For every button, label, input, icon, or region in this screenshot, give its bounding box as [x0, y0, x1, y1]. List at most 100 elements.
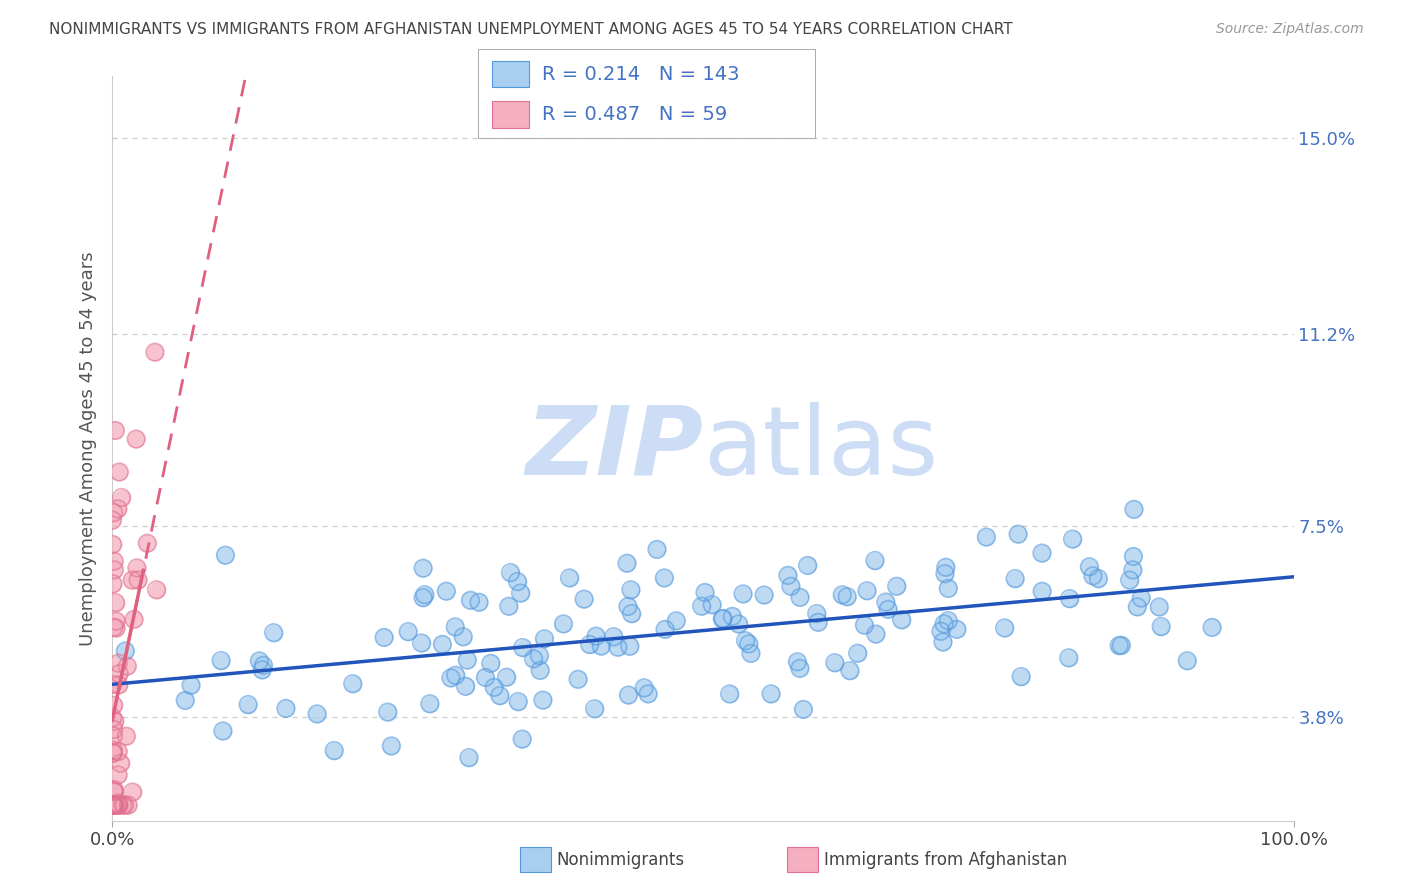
Point	[115, 729, 138, 743]
Point	[174, 693, 197, 707]
Point	[101, 798, 124, 813]
Point	[807, 615, 830, 630]
Point	[617, 599, 640, 614]
Point	[506, 574, 529, 589]
Point	[752, 588, 775, 602]
Point	[125, 432, 148, 446]
Point	[101, 711, 124, 725]
Point	[104, 798, 127, 813]
Point	[863, 553, 886, 567]
Point	[380, 739, 402, 753]
Point	[468, 595, 491, 609]
Point	[474, 670, 496, 684]
Point	[711, 612, 734, 626]
Point	[107, 678, 129, 692]
Point	[853, 618, 876, 632]
Point	[104, 595, 127, 609]
Point	[734, 633, 756, 648]
Point	[103, 784, 125, 798]
Point	[1122, 563, 1144, 577]
Point	[115, 729, 138, 743]
Point	[645, 542, 668, 557]
Point	[807, 615, 830, 630]
Bar	[492, 101, 529, 128]
Point	[101, 513, 124, 527]
Point	[111, 798, 134, 813]
Point	[1201, 620, 1223, 634]
Point	[510, 732, 533, 747]
Point	[1081, 569, 1104, 583]
Point	[101, 746, 124, 760]
Point	[323, 743, 346, 757]
Point	[252, 658, 274, 673]
Point	[444, 668, 467, 682]
Point	[702, 598, 724, 612]
Point	[1111, 639, 1133, 653]
Point	[460, 593, 482, 607]
Point	[796, 558, 818, 573]
Point	[434, 584, 457, 599]
Point	[877, 602, 900, 616]
Point	[558, 571, 581, 585]
Point	[412, 591, 434, 605]
Point	[117, 659, 139, 673]
Point	[740, 646, 762, 660]
Point	[617, 688, 640, 702]
Point	[1031, 546, 1053, 560]
Point	[886, 579, 908, 593]
Point	[654, 623, 676, 637]
Point	[105, 798, 128, 813]
Point	[103, 743, 125, 757]
Point	[101, 798, 124, 813]
Point	[824, 656, 846, 670]
Point	[342, 676, 364, 690]
Point	[776, 568, 799, 582]
Point	[553, 616, 575, 631]
Point	[212, 723, 235, 738]
Point	[665, 614, 688, 628]
Point	[108, 666, 131, 681]
Text: R = 0.214   N = 143: R = 0.214 N = 143	[543, 64, 740, 84]
Point	[413, 588, 436, 602]
Point	[1059, 591, 1081, 606]
Point	[837, 590, 859, 604]
Point	[107, 656, 129, 670]
Point	[935, 560, 957, 574]
Point	[103, 729, 125, 743]
Point	[323, 743, 346, 757]
Point	[776, 568, 799, 582]
Point	[236, 698, 259, 712]
Point	[890, 613, 912, 627]
Point	[1004, 572, 1026, 586]
Point	[101, 798, 124, 813]
Point	[946, 623, 969, 637]
Point	[792, 702, 814, 716]
Point	[174, 693, 197, 707]
Point	[1111, 639, 1133, 653]
Point	[482, 681, 505, 695]
Point	[578, 638, 600, 652]
Point	[780, 579, 803, 593]
Point	[846, 646, 869, 660]
Point	[247, 654, 270, 668]
Point	[508, 695, 530, 709]
Point	[107, 745, 129, 759]
Point	[103, 798, 125, 813]
Point	[107, 798, 129, 813]
Point	[107, 798, 129, 813]
Point	[603, 630, 626, 644]
Point	[434, 584, 457, 599]
Point	[444, 620, 467, 634]
Point	[105, 621, 128, 635]
Point	[103, 785, 125, 799]
Point	[994, 621, 1017, 635]
Point	[603, 630, 626, 644]
Point	[1087, 572, 1109, 586]
Point	[411, 636, 433, 650]
Point	[101, 576, 124, 591]
Point	[637, 687, 659, 701]
Point	[1122, 502, 1144, 516]
Point	[412, 561, 434, 575]
Point	[103, 798, 125, 813]
Point	[1010, 670, 1032, 684]
